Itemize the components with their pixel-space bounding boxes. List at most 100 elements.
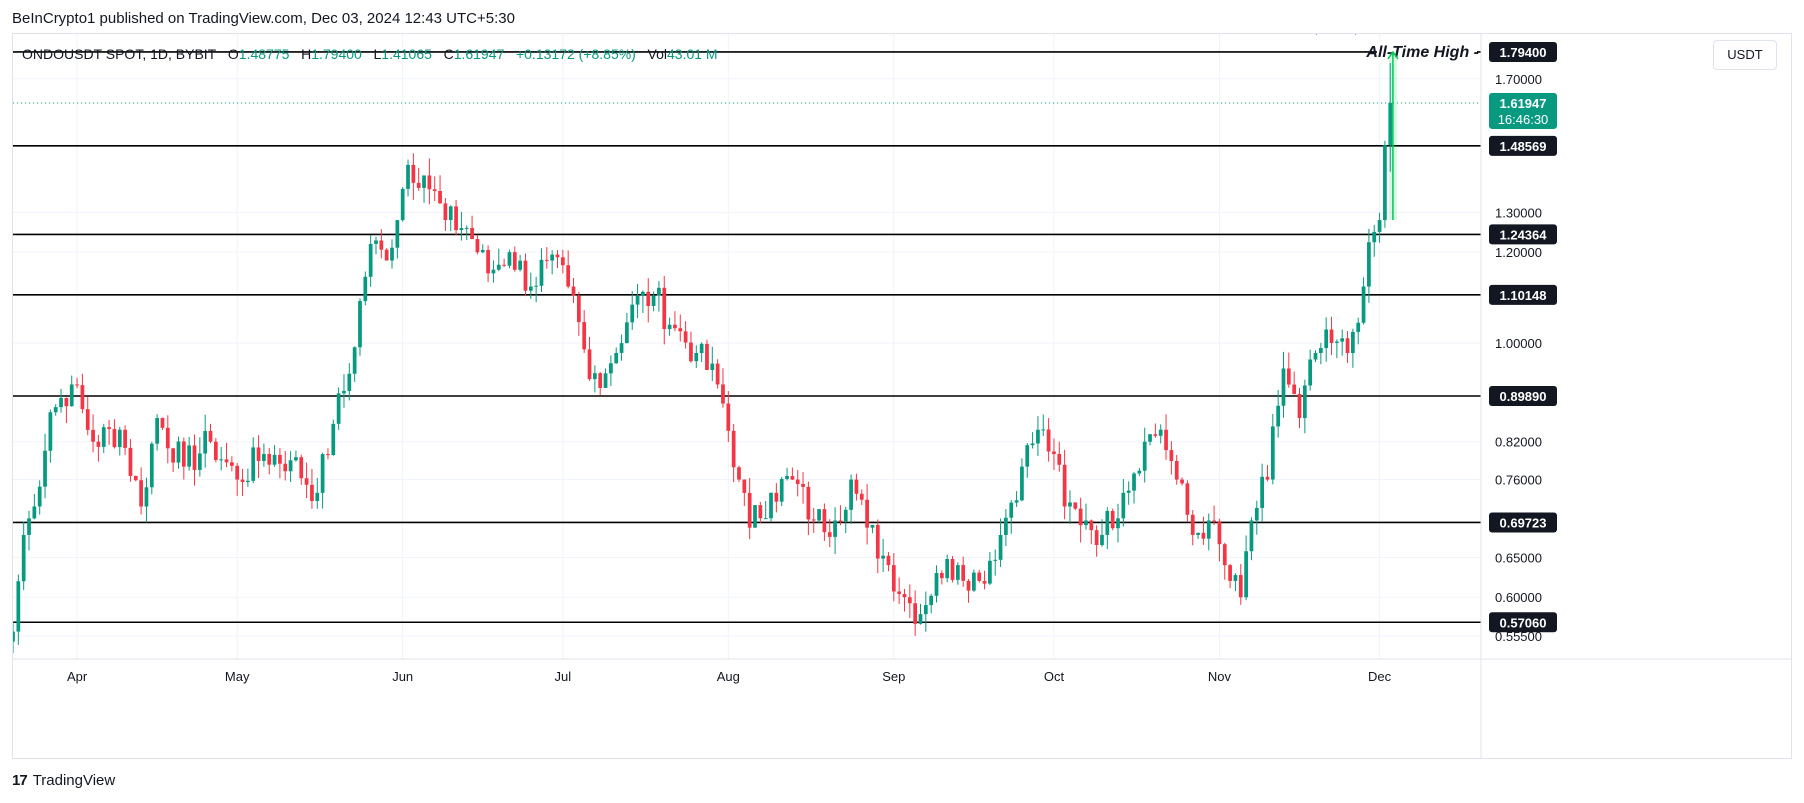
candle (64, 397, 69, 424)
candle-body (48, 412, 53, 451)
candle (267, 448, 272, 475)
candle-body (998, 534, 1003, 560)
candle (459, 211, 464, 241)
candle (635, 283, 640, 319)
candle (443, 198, 448, 231)
candle-body (1025, 445, 1030, 467)
candle-body (256, 447, 261, 461)
chart-frame[interactable]: 1.79400 1.48569 1.24364 1.10148 0.89890 0.697… (12, 33, 1792, 759)
candle (475, 234, 480, 255)
candle (117, 426, 122, 456)
y-tick-label: 1.20000 (1495, 245, 1542, 260)
candle-body (155, 418, 159, 444)
level-tag-label: 1.24364 (1500, 227, 1548, 242)
candle (576, 291, 581, 336)
candle (988, 551, 992, 586)
candle (747, 478, 752, 540)
candle (870, 524, 875, 534)
candle (470, 215, 474, 240)
candle (1313, 350, 1318, 362)
candle-body (294, 457, 298, 461)
candle-body (838, 520, 843, 522)
candle (528, 272, 533, 299)
high-label: H (301, 46, 312, 62)
candle-body (187, 445, 192, 467)
candle-body (1180, 479, 1184, 484)
candle-body (528, 286, 533, 291)
candle (1169, 441, 1174, 475)
candle (1126, 481, 1131, 505)
candle-body (139, 480, 143, 507)
level-tag (1489, 41, 1557, 62)
candle (176, 436, 181, 469)
candle-body (181, 441, 186, 467)
candle-body (283, 463, 288, 472)
x-tick-label: Aug (717, 669, 740, 684)
candle-body (37, 486, 42, 507)
candle (1281, 351, 1286, 418)
candle (758, 501, 763, 524)
candle (304, 462, 309, 499)
candle (422, 175, 426, 203)
candle-body (240, 479, 245, 483)
candle-body (988, 560, 992, 584)
candle (1046, 418, 1051, 462)
candle (1142, 427, 1147, 483)
candle (390, 239, 394, 269)
candle (27, 510, 31, 551)
candle-body (913, 603, 918, 624)
candle-body (1367, 242, 1371, 287)
candle (566, 250, 571, 289)
candle-body (1078, 508, 1083, 526)
candle (13, 622, 15, 654)
candle-body (1201, 532, 1206, 539)
candle-body (16, 581, 21, 632)
candle (625, 312, 629, 344)
candle (875, 519, 880, 574)
level-tag (1489, 612, 1557, 633)
candle-body (667, 324, 672, 330)
candle-body (144, 487, 149, 507)
candle (246, 468, 250, 487)
candle (133, 475, 138, 482)
level-tag-label: 0.89890 (1500, 389, 1547, 404)
candle-body (753, 505, 757, 528)
footer[interactable]: 17 TradingView (12, 772, 115, 789)
candle-body (571, 286, 576, 296)
candle-body (1254, 507, 1259, 521)
candle (1062, 449, 1067, 520)
candle (560, 249, 565, 274)
candle-body (918, 614, 923, 624)
currency-button[interactable]: USDT (1713, 40, 1777, 70)
candle-body (1206, 520, 1211, 539)
candle-body (1244, 551, 1248, 598)
candle (491, 260, 496, 283)
candle-body (1340, 338, 1345, 342)
candle-body (368, 243, 373, 277)
candle (32, 494, 37, 520)
candle-body (96, 441, 101, 447)
close-label: C (443, 46, 454, 62)
candle-body (1121, 492, 1126, 519)
candle-body (491, 269, 496, 274)
candle (358, 298, 362, 356)
candle-body (523, 260, 528, 291)
candle-body (603, 373, 608, 388)
candle-body (454, 206, 458, 231)
x-tick-label: May (225, 669, 250, 684)
candlestick-chart[interactable]: 1.79400 1.48569 1.24364 1.10148 0.89890 0.697… (13, 34, 1791, 758)
candle (128, 439, 133, 482)
candle-body (801, 483, 805, 487)
candle-body (432, 189, 437, 191)
candle (1335, 339, 1339, 359)
candle (1217, 518, 1222, 562)
candle-body (1036, 429, 1040, 444)
candles (13, 51, 1393, 654)
candle (614, 347, 619, 364)
candle (854, 473, 859, 501)
candle (641, 290, 645, 314)
candle (849, 474, 853, 524)
candle-body (379, 240, 384, 250)
level-tag (1489, 512, 1557, 533)
